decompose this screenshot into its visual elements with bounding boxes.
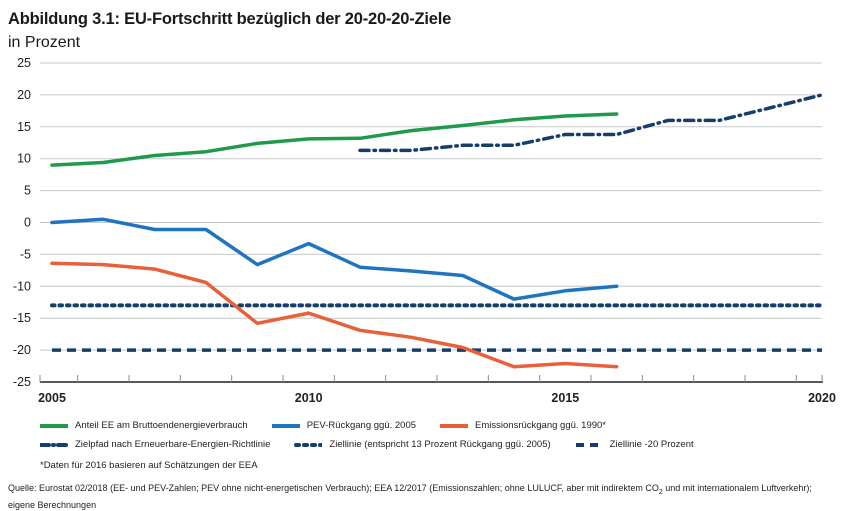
y-tick-label: 20: [17, 88, 31, 102]
legend-swatch-solid-orange: [440, 421, 469, 431]
legend-label: Emissionsrückgang ggü. 1990*: [475, 420, 606, 431]
legend-label: Ziellinie -20 Prozent: [609, 439, 694, 450]
x-tick-label: 2010: [295, 391, 323, 405]
legend-item-pev: PEV-Rückgang ggü. 2005: [271, 420, 417, 431]
x-tick-label: 2020: [808, 391, 836, 405]
y-tick-label: 15: [17, 120, 31, 134]
source-line-1: Quelle: Eurostat 02/2018 (EE- und PEV-Za…: [8, 483, 659, 493]
legend-label: Ziellinie (entspricht 13 Prozent Rückgan…: [329, 439, 551, 450]
source-line-2: eigene Berechnungen: [8, 499, 97, 510]
legend-item-target-path: Zielpfad nach Erneuerbare-Energien-Richt…: [39, 439, 271, 450]
series-line-0: [50, 112, 619, 167]
chart-title: Abbildung 3.1: EU-Fortschritt bezüglich …: [8, 10, 452, 28]
y-tick-label: -10: [13, 279, 31, 293]
legend-swatch-dashed: [575, 440, 603, 450]
y-tick-label: -25: [13, 375, 31, 389]
source-line-1-cont: und mit internationalem Luftverkehr);: [662, 483, 812, 493]
legend-row-2: Zielpfad nach Erneuerbare-Energien-Richt…: [39, 435, 718, 454]
legend-row-1: Anteil EE am Bruttoendenergieverbrauch P…: [40, 416, 718, 435]
chart-subtitle: in Prozent: [8, 34, 81, 51]
legend-swatch-solid-green: [40, 421, 68, 431]
legend-item-target-20: Ziellinie -20 Prozent: [575, 439, 694, 450]
legend-item-emissions: Emissionsrückgang ggü. 1990*: [440, 420, 606, 431]
source-subscript: 2: [658, 488, 663, 496]
y-tick-label: -5: [20, 247, 31, 261]
x-tick-label: 2005: [38, 391, 66, 405]
series-line-2: [50, 261, 619, 369]
x-tick-label: 2015: [551, 391, 579, 405]
x-axis: 2005 2010 2015 2020: [38, 375, 836, 405]
y-axis-ticks: 25 20 15 10 5 0 -5 -10 -15 -20 -25: [13, 56, 31, 389]
legend-label: Anteil EE am Bruttoendenergieverbrauch: [75, 420, 248, 431]
y-tick-label: 0: [24, 216, 31, 230]
series-lines: [50, 93, 824, 369]
legend-item-ee-share: Anteil EE am Bruttoendenergieverbrauch: [40, 420, 248, 431]
y-tick-label: -15: [13, 311, 31, 325]
legend-swatch-dotted: [294, 440, 324, 450]
legend: Anteil EE am Bruttoendenergieverbrauch P…: [39, 416, 718, 454]
y-tick-label: 5: [24, 184, 31, 198]
source-note: Quelle: Eurostat 02/2018 (EE- und PEV-Za…: [8, 482, 838, 511]
y-tick-label: -20: [13, 343, 31, 357]
legend-label: PEV-Rückgang ggü. 2005: [306, 420, 417, 431]
series-line-1: [50, 217, 619, 301]
y-tick-label: 10: [17, 152, 31, 166]
legend-swatch-solid-blue: [271, 421, 300, 431]
series-line-3: [358, 93, 824, 153]
legend-label: Zielpfad nach Erneuerbare-Energien-Richt…: [75, 439, 271, 450]
legend-item-target-13: Ziellinie (entspricht 13 Prozent Rückgan…: [294, 439, 551, 450]
legend-swatch-dashdot: [39, 440, 69, 450]
y-tick-label: 25: [17, 56, 31, 70]
footnote: *Daten für 2016 basieren auf Schätzungen…: [40, 460, 258, 471]
